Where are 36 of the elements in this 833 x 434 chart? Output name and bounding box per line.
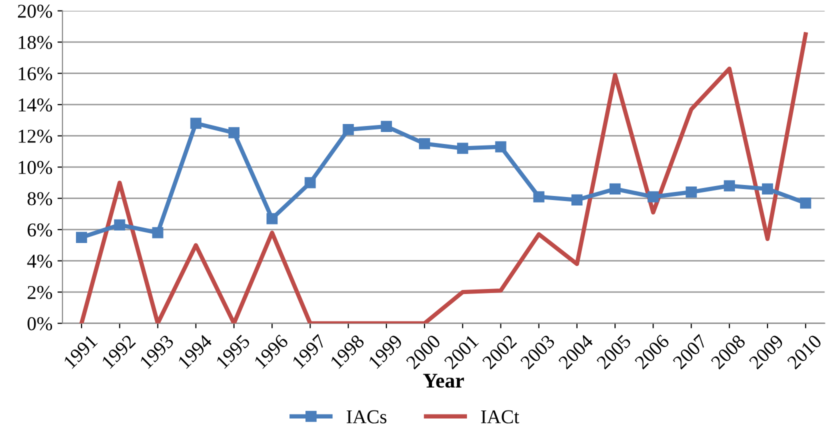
point [648,191,659,202]
y-tick-label: 12% [18,130,52,143]
point [342,124,354,136]
point [533,191,544,202]
point [304,177,316,188]
y-tick-label: 0% [28,317,52,330]
y-tick-label: 16% [18,67,52,80]
point [610,183,621,195]
y-tick-label: 14% [18,98,52,112]
y-tick-label: 2% [28,286,52,300]
legend-label: IACt [481,410,520,424]
point [228,127,240,138]
point [418,138,430,150]
point [724,180,735,192]
point [762,183,774,195]
point [266,213,278,224]
y-tick-label: 18% [18,36,52,50]
point [380,120,392,132]
y-tick-label: 8% [28,192,52,206]
point [457,142,468,154]
point [152,227,164,238]
point [800,197,812,209]
point [686,186,697,198]
point [571,194,583,206]
y-tick-label: 10% [18,160,52,174]
x-axis-title: Year [423,374,464,388]
legend-label: IACs [346,410,386,424]
x-tick-label: 1991 [63,334,98,370]
point [114,219,126,230]
y-tick-label: 6% [28,223,52,237]
line-series [79,32,808,324]
point [190,118,202,129]
y-tick-label: 4% [27,254,52,268]
point [76,232,88,243]
point [495,141,506,152]
y-tick-label: 20% [18,4,52,18]
